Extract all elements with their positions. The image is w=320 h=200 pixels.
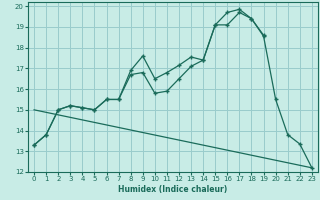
X-axis label: Humidex (Indice chaleur): Humidex (Indice chaleur) xyxy=(118,185,228,194)
